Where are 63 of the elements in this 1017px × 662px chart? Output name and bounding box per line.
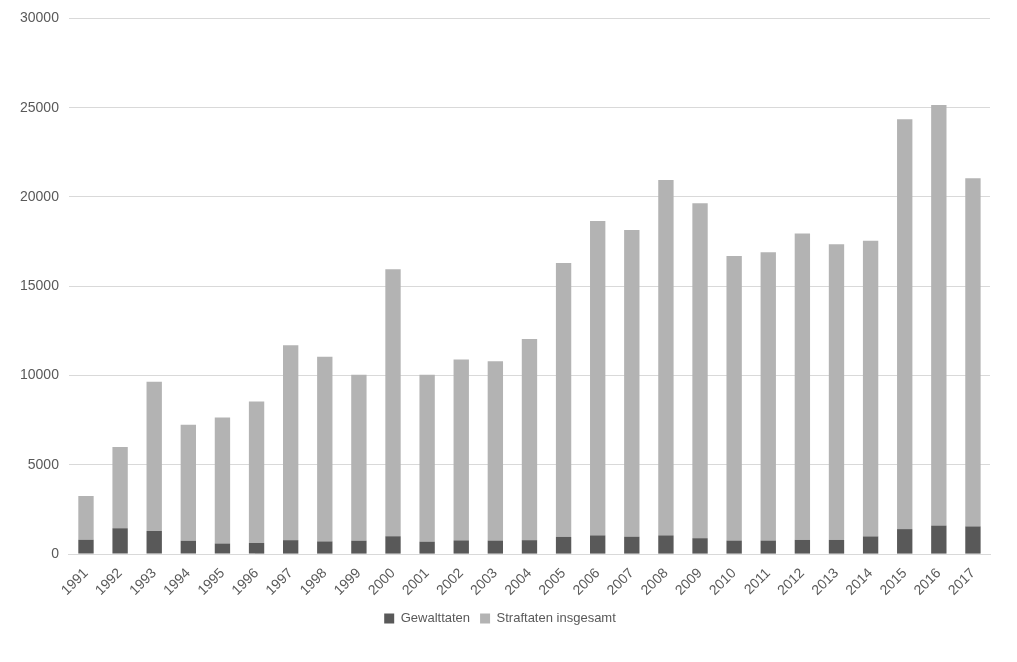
bar [931, 525, 947, 554]
bar [555, 536, 572, 554]
bar [112, 528, 128, 554]
y-tick-label: 30000 [19, 9, 60, 26]
bar [590, 535, 606, 554]
bar [794, 539, 811, 554]
y-tick-label: 10000 [19, 366, 60, 383]
bar [282, 345, 299, 541]
bar [828, 244, 845, 540]
bar [419, 374, 435, 542]
bar [282, 540, 299, 554]
bar [794, 233, 811, 540]
bar [487, 540, 504, 554]
bar [760, 540, 776, 554]
bar [385, 536, 401, 554]
bar [351, 540, 367, 554]
bar [658, 180, 674, 536]
bar [180, 424, 196, 541]
bar [862, 536, 879, 554]
bar [624, 536, 640, 554]
bar [692, 538, 708, 554]
bar [78, 496, 94, 540]
bar [146, 381, 162, 531]
bar [521, 338, 538, 541]
y-tick-label: 25000 [19, 98, 60, 115]
bar [726, 540, 742, 554]
bar [385, 269, 401, 537]
bar [351, 374, 367, 541]
bar [692, 203, 708, 539]
bar [146, 530, 162, 554]
bar [453, 359, 469, 541]
bar [931, 105, 947, 526]
bar [862, 240, 879, 537]
y-tick-label: 5000 [27, 455, 60, 472]
bar [112, 446, 128, 529]
bar [419, 541, 435, 554]
bar [760, 252, 776, 541]
bar [555, 263, 572, 537]
bar [590, 221, 606, 536]
bar [897, 529, 913, 554]
bar [248, 401, 265, 544]
bar [248, 543, 265, 554]
y-tick-label: 15000 [19, 277, 60, 294]
bar [965, 178, 981, 527]
bar [624, 230, 640, 537]
bar [214, 417, 231, 544]
bar [521, 540, 538, 554]
bar [78, 539, 94, 554]
bar [487, 361, 504, 541]
bar [180, 540, 196, 554]
bar [214, 543, 231, 554]
legend-label: Straftaten insgesamt [496, 610, 617, 626]
bar [317, 356, 333, 542]
legend-label: Gewalttaten [400, 610, 471, 626]
bar [658, 535, 674, 554]
bar [726, 255, 742, 541]
y-tick-label: 20000 [19, 187, 60, 204]
bar [828, 539, 845, 554]
bar [453, 540, 469, 554]
bar [897, 119, 913, 530]
bar [965, 526, 981, 554]
bar [317, 541, 333, 554]
y-tick-label: 0 [51, 544, 60, 561]
